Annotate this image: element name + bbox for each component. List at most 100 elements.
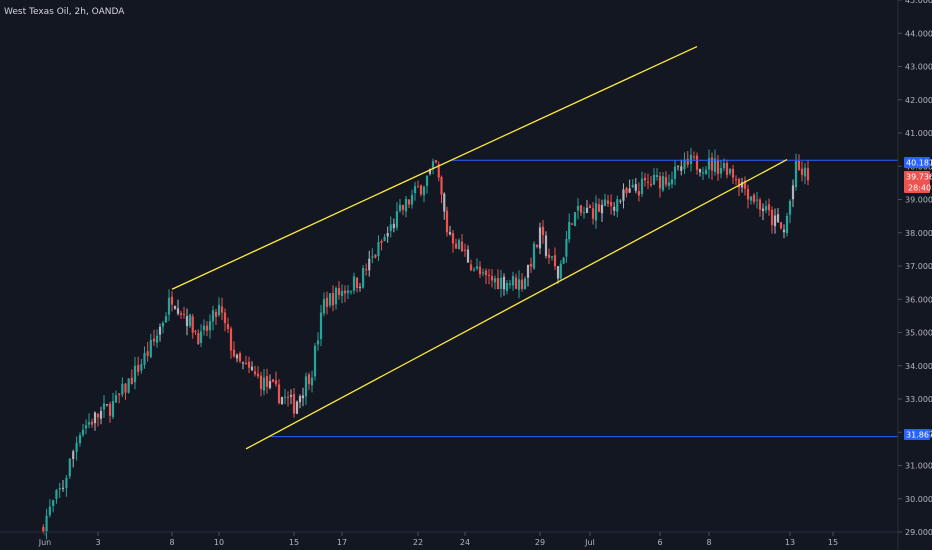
ytick-label: 36.000 <box>905 295 932 304</box>
candle-body <box>761 208 765 211</box>
candle-body <box>573 212 577 226</box>
xtick-label: 15 <box>828 538 838 547</box>
candle-body <box>646 181 650 183</box>
candle-body <box>334 288 338 305</box>
candle-body <box>770 209 774 226</box>
candle-body <box>226 324 230 329</box>
candle-body <box>499 277 503 289</box>
candle-body <box>649 183 653 186</box>
candle-body <box>622 189 625 201</box>
candle-body <box>431 161 435 170</box>
ytick-label: 39.000 <box>905 196 932 205</box>
candle-body <box>365 269 368 271</box>
candle-body <box>191 316 194 333</box>
candle-body <box>616 199 619 212</box>
candle-body <box>371 256 374 258</box>
candle-body <box>454 243 458 249</box>
candle-body <box>490 276 494 281</box>
candle-body <box>137 364 140 373</box>
candle-body <box>466 249 470 263</box>
candle-body <box>698 169 702 173</box>
candle-body <box>728 169 732 174</box>
candle-body <box>377 242 380 256</box>
candle-body <box>313 345 317 377</box>
candle-body <box>164 316 168 323</box>
candle-body <box>343 290 347 294</box>
candle-body <box>253 371 257 375</box>
candle-body <box>713 158 717 172</box>
candle-body <box>502 276 506 290</box>
candle-body <box>182 313 186 316</box>
candle-body <box>220 306 224 313</box>
time-axis[interactable]: Jun 3 8 10 15 17 22 24 29 Jul 6 8 13 15 <box>38 532 838 547</box>
support-price-badge: 31.867 <box>904 429 932 440</box>
candle-body <box>167 297 171 315</box>
candle-body <box>274 380 278 385</box>
candle-body <box>78 435 82 444</box>
resistance-price-label: 40.181 <box>906 159 932 168</box>
candle-body <box>597 204 601 212</box>
xtick-label: Jul <box>584 538 595 547</box>
candle-body <box>170 296 174 305</box>
candle-body <box>484 270 488 276</box>
candle-body <box>619 200 622 202</box>
candle-body <box>241 362 245 364</box>
xtick-label: 10 <box>214 538 224 547</box>
candle-body <box>568 221 571 240</box>
candle-body <box>428 169 432 174</box>
candle-body <box>331 292 335 306</box>
candle-body <box>695 155 699 170</box>
candle-body <box>176 308 180 314</box>
candle-body <box>286 397 290 399</box>
channel-trendline[interactable] <box>171 45 698 290</box>
ytick-label: 29.000 <box>905 528 932 537</box>
candle-body <box>133 365 137 383</box>
support-price-label: 31.867 <box>906 431 932 440</box>
candle-body <box>782 229 786 233</box>
candle-body <box>523 278 527 290</box>
xtick-label: 3 <box>95 538 100 547</box>
candle-body <box>238 353 242 362</box>
candle-body <box>520 279 524 289</box>
candle-body <box>262 377 266 391</box>
candle-body <box>244 363 248 365</box>
candle-body <box>562 257 565 264</box>
resistance-price-badge: 40.181 <box>904 157 932 168</box>
candle-body <box>559 263 562 279</box>
candle-body <box>791 185 795 200</box>
channel-trendline[interactable] <box>245 159 788 450</box>
candle-body <box>283 396 287 398</box>
candle-body <box>161 322 165 327</box>
candle-body <box>457 240 461 249</box>
xtick-label: 6 <box>657 538 662 547</box>
candle-body <box>383 236 386 242</box>
candle-body <box>517 279 521 291</box>
candle-body <box>146 351 149 356</box>
candle-body <box>223 312 227 324</box>
candle-body <box>547 254 551 258</box>
candle-body <box>673 166 677 179</box>
candle-body <box>292 394 296 414</box>
candle-body <box>127 378 130 393</box>
candle-body <box>413 186 417 194</box>
candle-body <box>686 158 689 165</box>
candle-body <box>124 383 127 393</box>
candle-body <box>130 377 133 385</box>
candle-body <box>803 167 807 177</box>
candle-body <box>61 487 65 489</box>
candle-body <box>565 238 568 257</box>
candle-body <box>108 403 112 416</box>
candle-body <box>111 401 115 417</box>
candle-body <box>87 422 91 425</box>
candle-body <box>84 425 88 429</box>
candle-body <box>298 396 302 403</box>
candle-body <box>81 429 85 435</box>
candle-body <box>256 373 260 377</box>
price-axis[interactable]: 29.00030.00031.00032.00033.00034.00035.0… <box>898 0 932 537</box>
candle-body <box>443 193 446 212</box>
candle-body <box>72 451 75 459</box>
candle-body <box>508 283 512 285</box>
candle-body <box>701 172 705 174</box>
candle-body <box>202 325 206 331</box>
